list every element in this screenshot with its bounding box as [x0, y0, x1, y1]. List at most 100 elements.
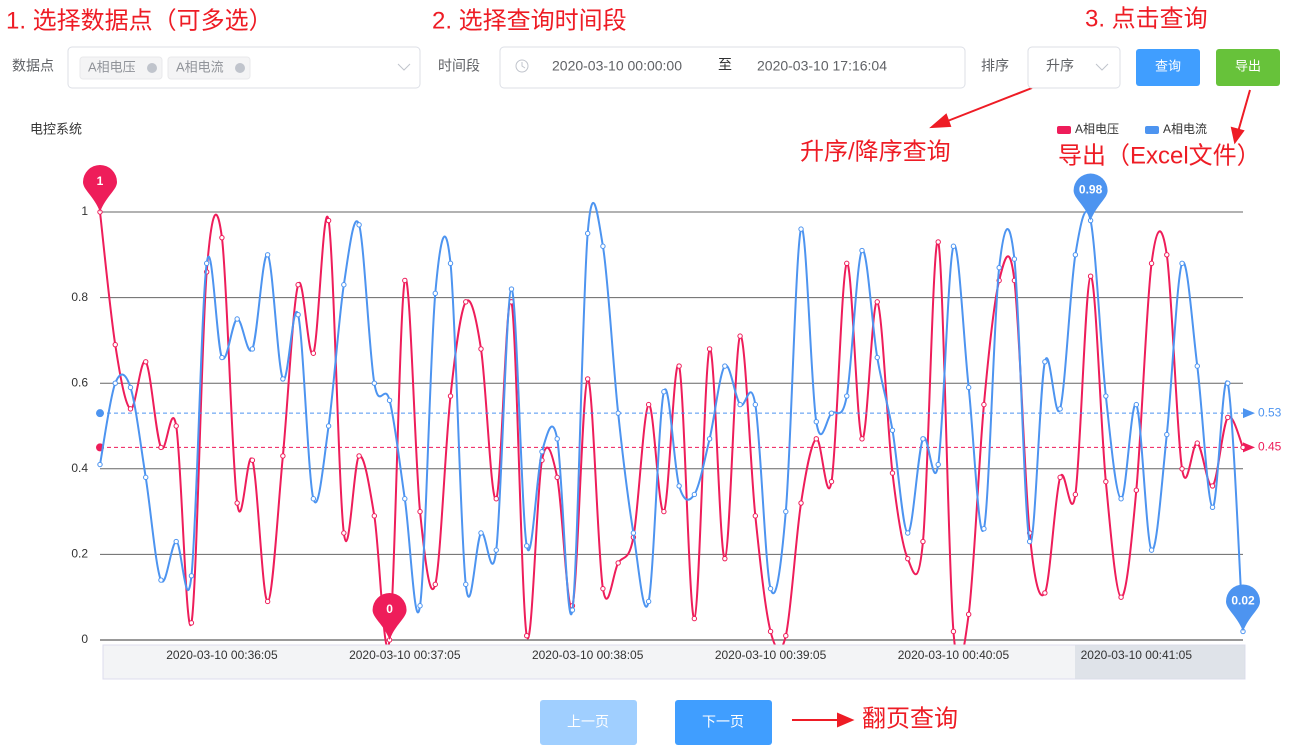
- y-tick-label: 0.6: [71, 375, 88, 389]
- tag[interactable]: A相电流: [167, 56, 251, 80]
- data-point: [1072, 491, 1079, 498]
- data-point: [173, 423, 179, 429]
- data-point: [1209, 504, 1216, 511]
- query-button[interactable]: [1136, 49, 1200, 86]
- data-point: [981, 526, 987, 532]
- data-point: [524, 543, 530, 549]
- date-range[interactable]: [499, 46, 966, 89]
- export-label: 导出: [1235, 58, 1261, 73]
- y-tick-label: 0.8: [71, 290, 88, 304]
- data-point: [219, 354, 225, 361]
- data-point: [737, 333, 743, 339]
- arrows: [792, 87, 1251, 728]
- data-point: [905, 530, 911, 536]
- data-point: [676, 363, 682, 369]
- tag-close[interactable]: [235, 63, 245, 73]
- data-point: [783, 508, 789, 515]
- x-tick-label: 2020-03-10 00:38:05: [532, 648, 644, 662]
- chart: 0 0.2 0.4 0.6 0.8 1 A相电压 A相电流 0.45 0.53 1 0 0.98 0.02: [71, 122, 1282, 664]
- data-point: [661, 508, 667, 515]
- data-point: [752, 401, 759, 408]
- data-point: [1057, 406, 1063, 412]
- chevron: [1095, 63, 1109, 71]
- average-label: 0.45: [1258, 440, 1282, 454]
- data-point: [889, 427, 896, 433]
- data-point: [1240, 444, 1246, 451]
- data-point: [249, 346, 256, 352]
- arrow: [1237, 89, 1251, 133]
- data-point: [874, 354, 880, 361]
- data-point: [356, 453, 362, 459]
- data-point: [325, 423, 332, 429]
- data-point: [1103, 393, 1109, 399]
- data-point: [280, 376, 286, 382]
- data-point: [310, 496, 317, 502]
- data-point: [188, 620, 195, 626]
- zoom-window[interactable]: [1075, 645, 1245, 679]
- end-time[interactable]: 2020-03-10 17:16:04: [757, 58, 887, 74]
- zoom-slider[interactable]: [102, 644, 1246, 680]
- data-point: [1072, 252, 1079, 258]
- data-point: [676, 483, 682, 489]
- data-point: [798, 226, 804, 232]
- chevron: [397, 63, 411, 71]
- data-point: [996, 264, 1002, 271]
- data-point: [325, 217, 332, 224]
- data-point: [569, 607, 576, 613]
- data-point: [1103, 478, 1109, 485]
- data-point: [889, 470, 896, 476]
- arrow-head: [837, 712, 855, 728]
- tag-box: [167, 56, 251, 80]
- data-point: [859, 247, 865, 254]
- y-tick-label: 0.2: [71, 547, 88, 561]
- y-tick-label: 0: [81, 632, 88, 646]
- data-point: [127, 406, 134, 412]
- chart-title: 电控系统: [30, 121, 82, 136]
- sort-select[interactable]: [1027, 46, 1121, 89]
- data-point: [828, 410, 835, 416]
- data-point: [630, 530, 637, 536]
- next-button[interactable]: [675, 700, 772, 745]
- arrow-head: [929, 113, 952, 129]
- data-point: [447, 393, 454, 399]
- data-point: [737, 401, 743, 408]
- prev-button[interactable]: [540, 700, 637, 745]
- annotation: 导出（Excel文件）: [1058, 142, 1261, 169]
- data-point: [158, 577, 164, 583]
- data-point: [584, 230, 591, 237]
- query-label: 查询: [1155, 58, 1181, 73]
- field-label: 时间段: [438, 58, 480, 74]
- data-point: [935, 239, 941, 245]
- data-point: [1133, 401, 1140, 408]
- data-point: [1194, 440, 1200, 446]
- legend-label: A相电流: [1163, 122, 1207, 136]
- arrow-head: [1230, 126, 1245, 145]
- data-point: [234, 500, 240, 506]
- data-point: [158, 444, 164, 451]
- data-point: [706, 436, 713, 442]
- data-point: [524, 633, 530, 639]
- data-point: [219, 234, 225, 241]
- tag[interactable]: A相电压: [79, 56, 163, 80]
- start-time[interactable]: 2020-03-10 00:00:00: [552, 58, 682, 74]
- data-point: [767, 628, 774, 635]
- data-point: [813, 436, 819, 442]
- data-point: [310, 350, 317, 356]
- data-point: [112, 341, 118, 348]
- data-point: [1225, 380, 1231, 386]
- data-point: [1194, 363, 1200, 369]
- data-point: [584, 376, 591, 382]
- data-point: [402, 277, 408, 284]
- arrow: [944, 87, 1033, 123]
- data-point: [813, 419, 819, 425]
- data-point: [478, 530, 484, 536]
- data-point: [264, 252, 271, 258]
- data-point: [143, 474, 149, 481]
- data-point: [143, 359, 149, 365]
- data-point: [1042, 359, 1048, 365]
- tag-close[interactable]: [147, 63, 157, 73]
- export-button[interactable]: [1216, 49, 1280, 86]
- data-point: [1087, 273, 1094, 279]
- pin: [83, 165, 117, 212]
